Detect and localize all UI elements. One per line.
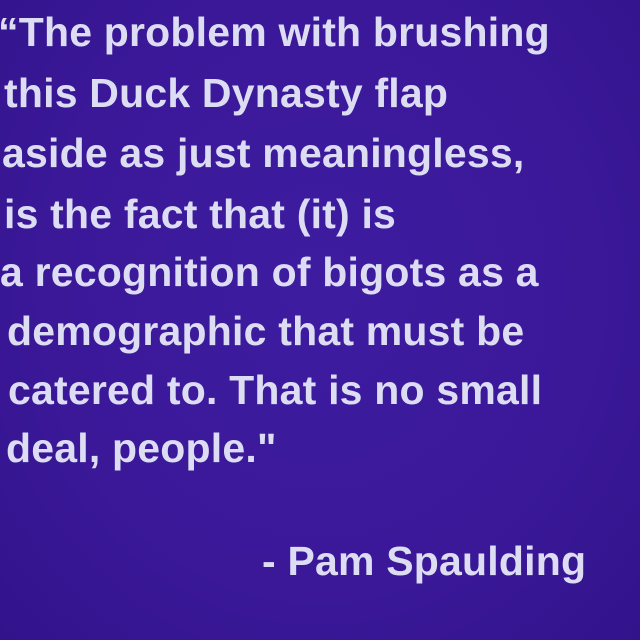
quote-line: deal, people." bbox=[6, 425, 277, 471]
quote-attribution: - Pam Spaulding bbox=[262, 538, 587, 584]
quote-line: catered to. That is no small bbox=[8, 367, 543, 413]
quote-line: “The problem with brushing bbox=[0, 9, 550, 55]
quote-line: this Duck Dynasty flap bbox=[4, 70, 449, 116]
quote-line: aside as just meaningless, bbox=[2, 130, 525, 176]
quote-line: is the fact that (it) is bbox=[4, 191, 397, 237]
quote-line: demographic that must be bbox=[7, 308, 525, 354]
quote-line: a recognition of bigots as a bbox=[0, 249, 539, 295]
